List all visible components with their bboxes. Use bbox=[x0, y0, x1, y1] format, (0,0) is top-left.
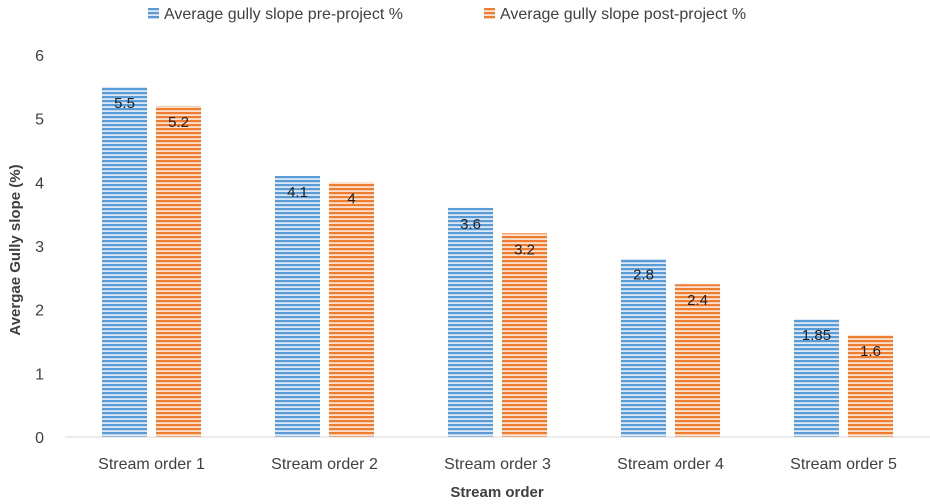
data-label-post-project-4: 2.4 bbox=[687, 292, 708, 309]
y-axis-ticks: 0 1 2 3 4 5 6 bbox=[35, 48, 44, 447]
x-tick-label-3: Stream order 3 bbox=[444, 456, 551, 473]
bar-post-project-5 bbox=[848, 335, 893, 437]
data-label-pre-project-2: 4.1 bbox=[287, 184, 308, 201]
y-tick-label-6: 6 bbox=[35, 48, 44, 65]
data-label-post-project-1: 5.2 bbox=[168, 114, 189, 131]
data-label-pre-project-3: 3.6 bbox=[460, 216, 481, 233]
x-tick-label-4: Stream order 4 bbox=[617, 456, 724, 473]
bar-pre-project-2 bbox=[275, 175, 320, 437]
legend-swatch-post-project bbox=[484, 8, 495, 19]
category-labels: Stream order 1 Stream order 2 Stream order… bbox=[98, 456, 897, 473]
x-tick-label-1: Stream order 1 bbox=[98, 456, 205, 473]
x-tick-label-2: Stream order 2 bbox=[271, 456, 378, 473]
x-tick-label-5: Stream order 5 bbox=[790, 456, 897, 473]
data-label-post-project-3: 3.2 bbox=[514, 241, 535, 258]
data-label-post-project-5: 1.6 bbox=[860, 343, 881, 360]
bar-pre-project-3 bbox=[448, 207, 493, 437]
data-label-post-project-2: 4 bbox=[347, 190, 355, 207]
bar-post-project-3 bbox=[502, 233, 547, 437]
legend-label-post-project: Average gully slope post-project % bbox=[500, 6, 746, 23]
bars bbox=[102, 86, 893, 437]
bar-post-project-1 bbox=[156, 105, 201, 437]
data-label-pre-project-5: 1.85 bbox=[802, 327, 831, 344]
x-axis-title: Stream order bbox=[450, 484, 544, 501]
bar-post-project-2 bbox=[329, 182, 374, 437]
y-tick-label-3: 3 bbox=[35, 239, 44, 256]
bar-post-project-4 bbox=[675, 284, 720, 437]
legend: Average gully slope pre-project % Averag… bbox=[148, 6, 746, 23]
data-label-pre-project-4: 2.8 bbox=[633, 267, 654, 284]
y-tick-label-4: 4 bbox=[35, 175, 44, 192]
y-tick-label-0: 0 bbox=[35, 430, 44, 447]
bar-pre-project-1 bbox=[102, 86, 147, 437]
data-label-pre-project-1: 5.5 bbox=[114, 95, 135, 112]
bar-pre-project-5 bbox=[794, 319, 839, 437]
y-axis-title: Avergae Gully slope (%) bbox=[7, 164, 24, 335]
y-tick-label-5: 5 bbox=[35, 112, 44, 129]
legend-label-pre-project: Average gully slope pre-project % bbox=[164, 6, 403, 23]
legend-swatch-pre-project bbox=[148, 8, 159, 19]
bar-pre-project-4 bbox=[621, 258, 666, 437]
y-tick-label-2: 2 bbox=[35, 303, 44, 320]
y-tick-label-1: 1 bbox=[35, 366, 44, 383]
data-labels: 5.5 5.2 4.1 4 3.6 3.2 2.8 2.4 1.85 1.6 bbox=[114, 95, 881, 360]
